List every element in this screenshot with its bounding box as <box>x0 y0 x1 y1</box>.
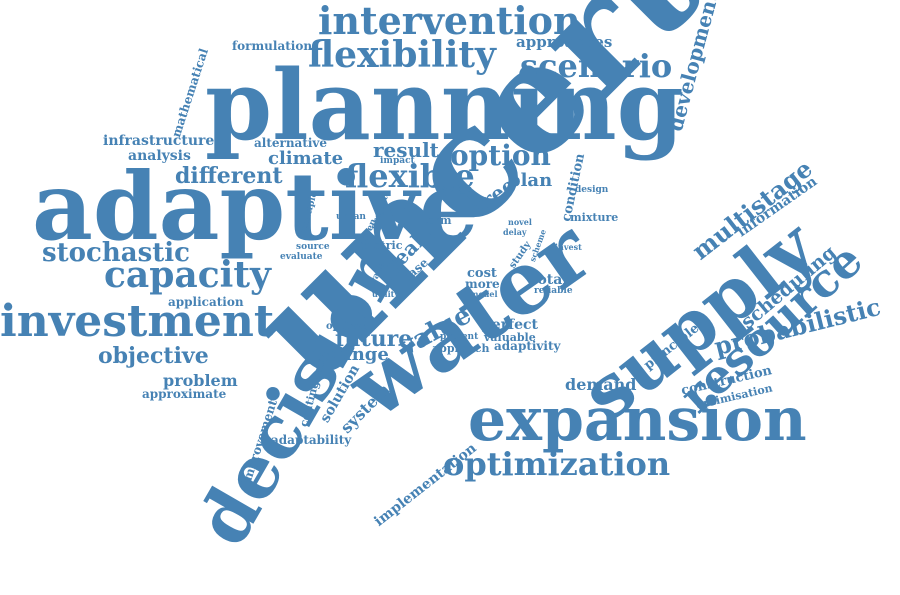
word-alternative: alternative <box>254 136 328 150</box>
word-approaches: approaches <box>516 33 613 51</box>
word-adaptability: adaptability <box>271 433 352 447</box>
word-adaptivity: adaptivity <box>494 339 561 353</box>
word-result: result <box>373 138 439 162</box>
word-demand: demand <box>565 375 637 394</box>
word-term: term <box>422 214 452 227</box>
word-invest: invest <box>555 242 582 252</box>
word-capacity: capacity <box>104 254 271 296</box>
word-analysis: analysis <box>128 148 191 164</box>
word-scenario: scenario <box>520 47 673 85</box>
word-flexibility: flexibility <box>308 34 496 76</box>
word-infrastructure: infrastructure <box>103 133 215 149</box>
word-reliable: reliable <box>534 286 573 296</box>
word-application: application <box>168 295 244 309</box>
word-more: more <box>465 277 500 291</box>
word-optimal: optimal <box>326 321 369 332</box>
word-approach: approach <box>432 342 490 355</box>
word-impact: impact <box>380 156 415 166</box>
word-stage: stage <box>442 184 473 195</box>
word-model: model <box>470 289 498 299</box>
word-delay: delay <box>503 227 527 237</box>
word-metric: metric <box>362 239 403 252</box>
word-option: option <box>450 139 551 172</box>
word-approximate: approximate <box>142 387 227 401</box>
word-different: different <box>175 163 283 189</box>
word-design: design <box>575 185 609 195</box>
word-investment: investment <box>0 296 275 347</box>
word-valuable: valuable <box>484 331 536 344</box>
word-intervention: intervention <box>318 0 581 43</box>
word-urban: urban <box>336 212 366 222</box>
word-present: present <box>440 332 479 342</box>
word-perfect: perfect <box>482 317 538 333</box>
word-stochastic: stochastic <box>42 238 190 268</box>
word-novel: novel <box>508 217 532 227</box>
word-mixture: mixture <box>570 211 619 224</box>
word-objective: objective <box>98 343 209 369</box>
word-adaptive: adaptive <box>32 152 479 262</box>
word-utility: utility <box>372 289 399 299</box>
word-cost: cost <box>467 266 497 281</box>
word-flexible: flexible <box>345 157 475 195</box>
word-expansion: expansion <box>468 385 807 455</box>
word-formulation: formulation <box>232 39 313 53</box>
word-plan: plan <box>508 170 553 191</box>
word-planning: planning <box>205 49 684 162</box>
word-problem: problem <box>163 371 238 390</box>
word-future: future <box>335 326 413 352</box>
word-optimization: optimization <box>443 445 671 483</box>
word-climate: climate <box>268 148 344 169</box>
word-source: source <box>296 242 330 252</box>
word-change: change <box>316 344 389 365</box>
word-evaluate: evaluate <box>280 252 323 262</box>
word-total: total <box>531 272 568 288</box>
